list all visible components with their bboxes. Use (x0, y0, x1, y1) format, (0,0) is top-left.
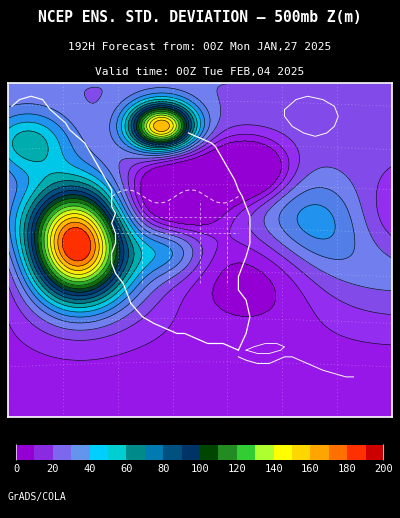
Bar (310, 444, 329, 460)
Text: 180: 180 (338, 464, 356, 473)
Text: 40: 40 (83, 464, 96, 473)
Text: GrADS/COLA: GrADS/COLA (8, 492, 67, 502)
Bar (71, 444, 90, 460)
Text: 140: 140 (264, 464, 283, 473)
Bar (53, 444, 71, 460)
Bar (200, 444, 218, 460)
Text: 0: 0 (13, 464, 19, 473)
Text: 60: 60 (120, 464, 133, 473)
Bar (34, 444, 53, 460)
Text: Valid time: 00Z Tue FEB,04 2025: Valid time: 00Z Tue FEB,04 2025 (95, 67, 305, 77)
Text: 80: 80 (157, 464, 170, 473)
Bar (329, 444, 347, 460)
Bar (145, 444, 163, 460)
Bar (90, 444, 108, 460)
Bar (126, 444, 145, 460)
Polygon shape (384, 444, 393, 460)
Bar (182, 444, 200, 460)
Text: 160: 160 (301, 464, 320, 473)
Text: 120: 120 (228, 464, 246, 473)
Bar (366, 444, 384, 460)
Polygon shape (7, 444, 16, 460)
Bar (16, 444, 34, 460)
Text: 100: 100 (191, 464, 209, 473)
Bar (274, 444, 292, 460)
Bar (108, 444, 126, 460)
Bar (347, 444, 366, 460)
Text: NCEP ENS. STD. DEVIATION – 500mb Z(m): NCEP ENS. STD. DEVIATION – 500mb Z(m) (38, 10, 362, 25)
Text: 200: 200 (375, 464, 393, 473)
Bar (163, 444, 182, 460)
Bar (255, 444, 274, 460)
Bar (218, 444, 237, 460)
Text: 192H Forecast from: 00Z Mon JAN,27 2025: 192H Forecast from: 00Z Mon JAN,27 2025 (68, 41, 332, 52)
Text: 20: 20 (46, 464, 59, 473)
Bar (292, 444, 310, 460)
Bar (237, 444, 255, 460)
